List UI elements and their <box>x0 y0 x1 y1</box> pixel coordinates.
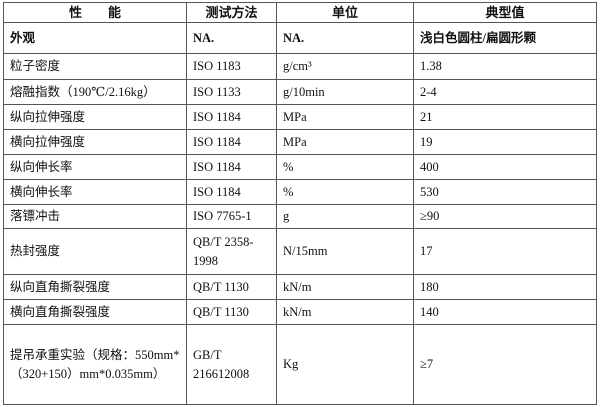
cell-unit: % <box>276 154 414 180</box>
cell-value: 530 <box>413 179 597 205</box>
cell-method: QB/T 1130 <box>186 299 277 325</box>
cell-method: QB/T 2358-1998 <box>186 228 277 275</box>
properties-table: 性 能 测试方法 单位 典型值 外观 NA. NA. 浅白色圆柱/扁圆形颗 粒子密度 IS… <box>3 2 597 405</box>
cell-property: 提吊承重实验（规格：550mm*（320+150）mm*0.035mm） <box>3 324 187 405</box>
cell-unit: g/10min <box>276 79 414 105</box>
cell-unit: kN/m <box>276 274 414 300</box>
table-row: 纵向伸长率 ISO 1184% 400 <box>3 154 597 180</box>
cell-value: 17 <box>413 228 597 275</box>
cell-property: 落镖冲击 <box>3 204 187 229</box>
table-row: 横向直角撕裂强度 QB/T 1130 kN/m 140 <box>3 299 597 325</box>
cell-value: ≥7 <box>413 324 597 405</box>
cell-value: 140 <box>413 299 597 325</box>
cell-unit: g <box>276 204 414 229</box>
cell-method: ISO 7765-1 <box>186 204 277 229</box>
cell-property: 纵向伸长率 <box>3 154 187 180</box>
header-property: 性 能 <box>3 2 187 23</box>
cell-value: 180 <box>413 274 597 300</box>
cell-unit: % <box>276 179 414 205</box>
table-row: 粒子密度 ISO 1183 g/cm³ 1.38 <box>3 53 597 80</box>
cell-property: 热封强度 <box>3 228 187 275</box>
cell-value: 21 <box>413 104 597 130</box>
table-row: 热封强度 QB/T 2358-1998 N/15mm 17 <box>3 228 597 275</box>
cell-unit: g/cm³ <box>276 53 414 80</box>
table-row: 落镖冲击 ISO 7765-1 g ≥90 <box>3 204 597 229</box>
cell-method: QB/T 1130 <box>186 274 277 300</box>
cell-value: 400 <box>413 154 597 180</box>
cell-property: 熔融指数（190℃/2.16kg） <box>3 79 187 105</box>
cell-property: 纵向拉伸强度 <box>3 104 187 130</box>
cell-method: NA. <box>186 22 277 54</box>
cell-value: 2-4 <box>413 79 597 105</box>
cell-property: 横向拉伸强度 <box>3 129 187 155</box>
cell-value: 19 <box>413 129 597 155</box>
table-row: 横向拉伸强度 ISO 1184 MPa 19 <box>3 129 597 155</box>
header-row: 性 能 测试方法 单位 典型值 <box>3 2 597 23</box>
table-row: 纵向直角撕裂强度 QB/T 1130 kN/m 180 <box>3 274 597 300</box>
cell-method: ISO 1184 <box>186 129 277 155</box>
table-row: 横向伸长率 ISO 1184% 530 <box>3 179 597 205</box>
table-row: 提吊承重实验（规格：550mm*（320+150）mm*0.035mm） GB/T… <box>3 324 597 405</box>
cell-method: ISO 1184 <box>186 104 277 130</box>
table-row: 熔融指数（190℃/2.16kg） ISO 1133 g/10min 2-4 <box>3 79 597 105</box>
cell-unit: Kg <box>276 324 414 405</box>
header-method: 测试方法 <box>186 2 277 23</box>
cell-property: 横向直角撕裂强度 <box>3 299 187 325</box>
cell-unit: NA. <box>276 22 414 54</box>
cell-method: GB/T 216612008 <box>186 324 277 405</box>
cell-unit: MPa <box>276 129 414 155</box>
cell-method: ISO 1184 <box>186 179 277 205</box>
cell-method: ISO 1184 <box>186 154 277 180</box>
cell-property: 纵向直角撕裂强度 <box>3 274 187 300</box>
header-value: 典型值 <box>413 2 597 23</box>
cell-unit: kN/m <box>276 299 414 325</box>
table-row: 纵向拉伸强度 ISO 1184 MPa 21 <box>3 104 597 130</box>
cell-unit: MPa <box>276 104 414 130</box>
cell-property: 外观 <box>3 22 187 54</box>
cell-value: 浅白色圆柱/扁圆形颗 <box>413 22 597 54</box>
cell-property: 粒子密度 <box>3 53 187 80</box>
cell-value: 1.38 <box>413 53 597 80</box>
table-row: 外观 NA. NA. 浅白色圆柱/扁圆形颗 <box>3 22 597 54</box>
cell-unit: N/15mm <box>276 228 414 275</box>
cell-method: ISO 1133 <box>186 79 277 105</box>
cell-value: ≥90 <box>413 204 597 229</box>
cell-method: ISO 1183 <box>186 53 277 80</box>
header-unit: 单位 <box>276 2 414 23</box>
cell-property: 横向伸长率 <box>3 179 187 205</box>
